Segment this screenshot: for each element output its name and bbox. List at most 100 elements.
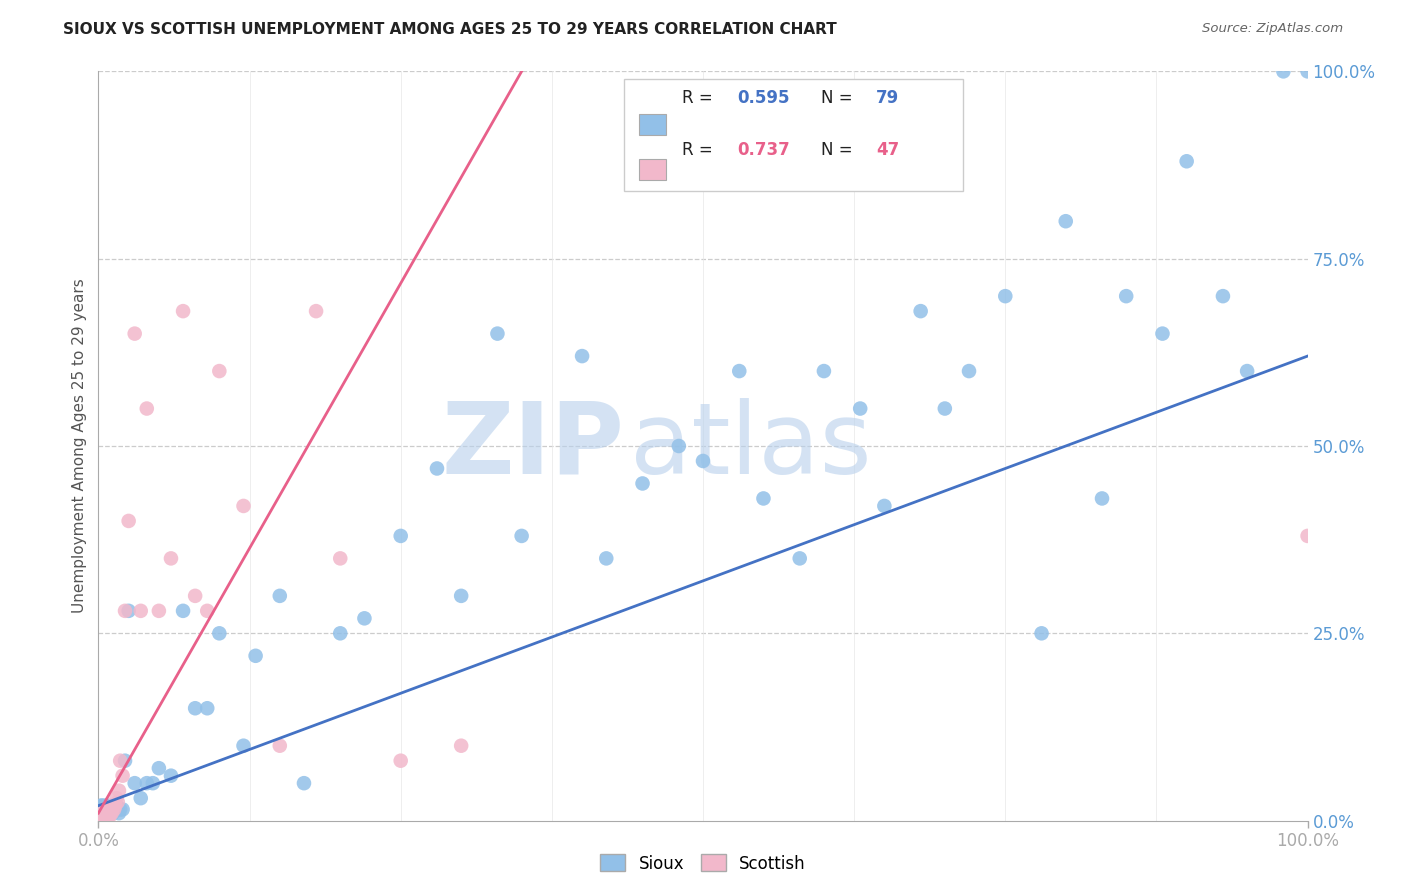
Point — [305, 304, 328, 318]
Point — [148, 761, 170, 775]
Point — [90, 806, 112, 821]
Point — [184, 701, 207, 715]
Point — [148, 604, 170, 618]
Text: Source: ZipAtlas.com: Source: ZipAtlas.com — [1202, 22, 1343, 36]
Point — [269, 739, 291, 753]
Point — [124, 326, 146, 341]
Point — [91, 802, 114, 816]
Point — [107, 802, 129, 816]
Point — [90, 806, 112, 821]
Point — [129, 791, 152, 805]
Text: N =: N = — [821, 141, 859, 159]
Point — [118, 604, 141, 618]
Point — [849, 401, 872, 416]
Text: SIOUX VS SCOTTISH UNEMPLOYMENT AMONG AGES 25 TO 29 YEARS CORRELATION CHART: SIOUX VS SCOTTISH UNEMPLOYMENT AMONG AGE… — [63, 22, 837, 37]
Point — [105, 798, 128, 813]
Point — [89, 810, 111, 824]
Point — [1054, 214, 1077, 228]
Point — [100, 802, 122, 816]
Point — [1115, 289, 1137, 303]
Text: R =: R = — [682, 88, 718, 106]
Point — [1296, 64, 1319, 78]
Point — [1091, 491, 1114, 506]
Point — [208, 364, 231, 378]
Point — [98, 810, 121, 824]
Point — [172, 304, 194, 318]
Point — [789, 551, 811, 566]
Point — [486, 326, 509, 341]
Point — [450, 739, 472, 753]
Point — [91, 810, 114, 824]
Point — [160, 551, 183, 566]
Point — [389, 529, 412, 543]
Point — [1152, 326, 1174, 341]
Point — [94, 806, 117, 821]
Point — [100, 806, 122, 821]
Point — [94, 802, 117, 816]
Point — [813, 364, 835, 378]
Point — [934, 401, 956, 416]
Point — [426, 461, 449, 475]
Point — [245, 648, 267, 663]
Text: N =: N = — [821, 88, 859, 106]
Point — [108, 783, 131, 797]
Point — [93, 810, 115, 824]
Point — [100, 806, 122, 821]
Point — [97, 806, 120, 821]
Text: 79: 79 — [876, 88, 900, 106]
Point — [100, 802, 122, 816]
Point — [329, 551, 352, 566]
Point — [692, 454, 714, 468]
Point — [160, 769, 183, 783]
Point — [142, 776, 165, 790]
Point — [103, 798, 125, 813]
Point — [108, 754, 131, 768]
Point — [108, 802, 131, 816]
Point — [124, 776, 146, 790]
Point — [114, 754, 136, 768]
Point — [329, 626, 352, 640]
Point — [1296, 529, 1319, 543]
Point — [232, 499, 254, 513]
Point — [96, 798, 118, 813]
Legend: Sioux, Scottish: Sioux, Scottish — [593, 847, 813, 880]
Point — [389, 754, 412, 768]
Point — [135, 401, 157, 416]
Point — [94, 810, 117, 824]
Point — [97, 806, 120, 821]
Text: 0.595: 0.595 — [737, 88, 789, 106]
Point — [97, 802, 120, 816]
Point — [104, 802, 127, 816]
Point — [97, 810, 120, 824]
Point — [1031, 626, 1053, 640]
FancyBboxPatch shape — [638, 113, 665, 135]
Point — [103, 802, 125, 816]
Text: atlas: atlas — [630, 398, 872, 494]
Point — [101, 806, 124, 821]
Point — [98, 806, 121, 821]
Point — [96, 810, 118, 824]
Point — [91, 806, 114, 821]
Point — [114, 604, 136, 618]
Text: ZIP: ZIP — [441, 398, 624, 494]
Point — [184, 589, 207, 603]
Point — [91, 798, 114, 813]
Point — [292, 776, 315, 790]
Point — [93, 802, 115, 816]
Point — [353, 611, 375, 625]
Point — [91, 806, 114, 821]
Text: R =: R = — [682, 141, 718, 159]
Point — [98, 802, 121, 816]
Text: 47: 47 — [876, 141, 900, 159]
Point — [91, 806, 114, 821]
Point — [105, 791, 128, 805]
Point — [129, 604, 152, 618]
Point — [118, 514, 141, 528]
Point — [269, 589, 291, 603]
Point — [208, 626, 231, 640]
Point — [595, 551, 617, 566]
Point — [195, 604, 218, 618]
Point — [93, 798, 115, 813]
FancyBboxPatch shape — [624, 78, 963, 191]
Point — [910, 304, 932, 318]
